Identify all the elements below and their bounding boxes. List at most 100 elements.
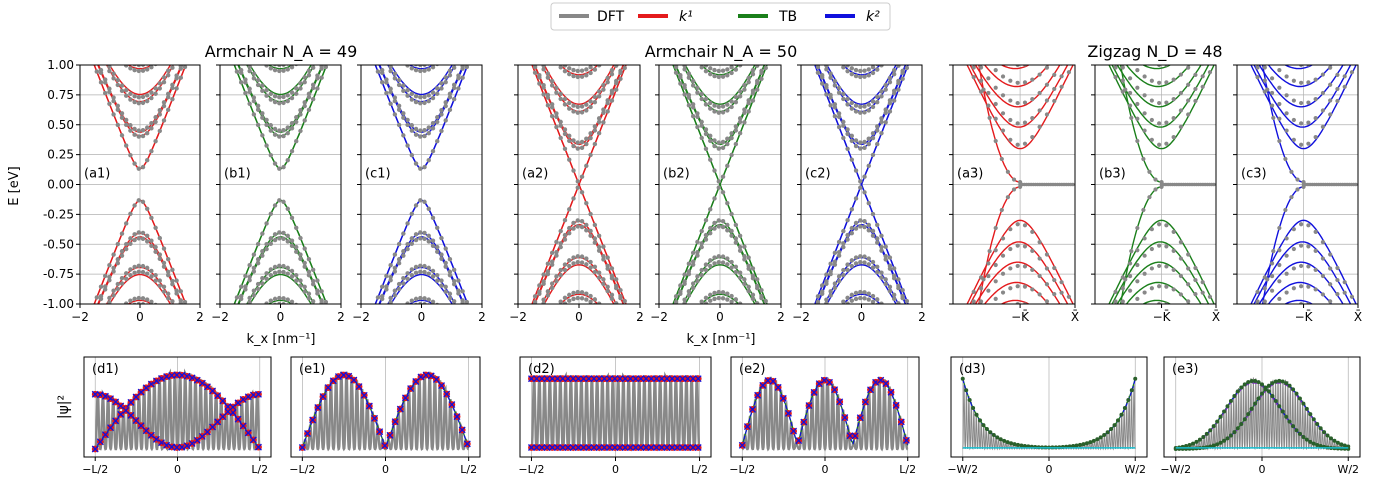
dft-point: [828, 75, 833, 80]
dft-point: [422, 127, 427, 133]
k2-point: [122, 406, 130, 414]
dft-point: [537, 283, 542, 288]
dft-point: [836, 274, 842, 279]
dft-point: [1277, 138, 1282, 144]
dft-point: [1157, 243, 1162, 248]
dft-point: [763, 298, 768, 304]
band-y-axis-label: E [eV]: [7, 166, 22, 205]
dft-point: [145, 206, 150, 211]
x-tick-label: 0: [174, 463, 181, 476]
dft-point: [409, 273, 415, 278]
dft-point: [294, 302, 299, 304]
dft-point: [281, 133, 286, 139]
dft-point: [166, 95, 171, 100]
tb-point: [1315, 421, 1320, 426]
dft-point: [166, 269, 171, 274]
dft-point: [1127, 90, 1133, 96]
k2-point: [632, 444, 640, 451]
dft-point: [737, 270, 743, 275]
dft-point: [1059, 290, 1064, 295]
dft-point: [601, 244, 606, 249]
dft-point: [746, 266, 751, 271]
edge-branch-line: [1119, 186, 1161, 304]
dft-point: [285, 93, 290, 98]
dft-point: [584, 102, 589, 107]
dft-point: [712, 196, 717, 201]
dft-point: [596, 119, 602, 125]
dft-point: [1313, 116, 1318, 121]
dft-point: [725, 228, 730, 233]
dft-point: [1313, 267, 1318, 273]
k2-point: [559, 444, 567, 451]
dft-point: [733, 222, 739, 228]
dft-point: [285, 130, 290, 136]
k2-point: [892, 401, 900, 409]
dft-point: [315, 291, 320, 296]
dft-point: [268, 298, 274, 303]
wave-panel-d3: (d3)−W/2 0 W/2: [947, 356, 1148, 476]
dft-point: [575, 224, 580, 229]
k2-point: [432, 375, 440, 383]
dft-point: [571, 109, 576, 114]
dft-point: [1149, 137, 1154, 142]
dft-point: [686, 289, 692, 294]
dft-point: [1207, 70, 1213, 75]
dft-point: [836, 239, 842, 245]
k2-point: [637, 444, 645, 451]
k2-point: [779, 394, 787, 402]
dft-point: [858, 104, 863, 109]
dft-point: [879, 94, 884, 99]
dft-point: [836, 124, 842, 130]
dft-point: [571, 220, 576, 226]
dft-point: [405, 221, 410, 226]
dft-point: [1011, 187, 1017, 192]
dft-point: [426, 93, 431, 98]
dft-point: [716, 185, 721, 190]
dft-point: [592, 100, 598, 105]
dft-point: [439, 283, 444, 288]
dft-point: [1320, 292, 1326, 297]
dft-point: [963, 314, 967, 318]
dft-point: [140, 133, 146, 139]
dft-point: [247, 101, 252, 106]
model-band-line: [700, 65, 740, 76]
dft-point: [879, 119, 884, 125]
dft-point: [260, 83, 265, 88]
dft-point: [413, 237, 419, 243]
dft-point: [1283, 207, 1288, 213]
dft-point: [879, 301, 884, 304]
k2-point: [376, 428, 384, 436]
dft-point: [426, 265, 431, 271]
dft-point: [750, 266, 756, 271]
dft-point: [596, 233, 602, 238]
dft-point: [294, 65, 299, 67]
model-band-line: [127, 299, 153, 304]
dft-point: [699, 65, 704, 70]
k2-point: [453, 413, 461, 421]
dft-point: [1320, 240, 1326, 245]
k2-point: [606, 444, 614, 451]
dft-point: [439, 256, 444, 261]
k2-point: [668, 444, 676, 451]
dft-point: [1157, 222, 1162, 227]
dft-point: [558, 228, 563, 234]
x-tick-label: 0: [382, 463, 389, 476]
dft-point: [729, 152, 734, 158]
dft-point: [1120, 65, 1125, 70]
dft-point: [1209, 65, 1211, 66]
dft-point: [435, 244, 440, 250]
dft-point: [737, 248, 743, 253]
tb-point: [1222, 438, 1227, 443]
dft-point: [725, 262, 730, 267]
dft-point: [132, 237, 137, 243]
dft-point: [883, 120, 888, 125]
dft-point: [712, 168, 717, 173]
dft-point: [392, 288, 398, 293]
dft-point: [443, 260, 448, 266]
dft-point: [750, 67, 756, 73]
k2-point: [127, 411, 135, 419]
dft-point: [451, 267, 457, 273]
x-tick-label: −2: [71, 310, 89, 324]
k2-point: [673, 375, 681, 383]
dft-point: [673, 301, 679, 304]
